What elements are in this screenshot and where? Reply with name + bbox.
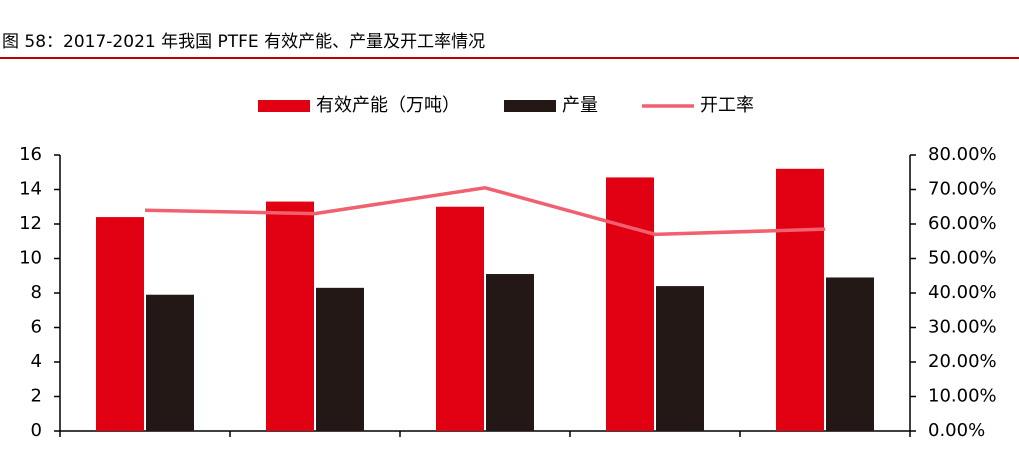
bar (316, 287, 364, 431)
title-rule (0, 57, 1019, 59)
bar (776, 168, 824, 432)
y-tick-label: 10 (19, 248, 42, 269)
y2-tick-label: 50.00% (928, 248, 997, 269)
bar (656, 286, 704, 431)
y-tick-label: 4 (31, 351, 42, 372)
y-tick-label: 8 (31, 282, 42, 303)
y2-tick-label: 70.00% (928, 179, 997, 200)
bar (266, 201, 314, 431)
legend-swatch (258, 100, 310, 112)
y-tick-label: 6 (31, 317, 42, 338)
y2-tick-label: 20.00% (928, 351, 997, 372)
y-tick-label: 2 (31, 386, 42, 407)
chart-title: 图 58：2017-2021 年我国 PTFE 有效产能、产量及开工率情况 (2, 32, 485, 52)
line (144, 185, 826, 237)
y2-tick-label: 10.00% (928, 386, 997, 407)
legend-label: 开工率 (700, 95, 754, 116)
legend-swatch (504, 100, 556, 112)
y-tick-label: 16 (19, 144, 42, 165)
bar (436, 206, 484, 431)
y2-tick-label: 40.00% (928, 282, 997, 303)
bar (826, 277, 874, 431)
y2-tick-label: 30.00% (928, 317, 997, 338)
bar (96, 217, 144, 431)
legend-label: 产量 (562, 95, 598, 116)
y2-tick-label: 80.00% (928, 144, 997, 165)
y-tick-label: 12 (19, 213, 42, 234)
bar (606, 177, 654, 431)
y-tick-label: 0 (31, 420, 42, 441)
y2-tick-label: 60.00% (928, 213, 997, 234)
y2-tick-label: 0.00% (928, 420, 985, 441)
legend-label: 有效产能（万吨） (316, 95, 460, 116)
y-tick-label: 14 (19, 179, 42, 200)
bar (146, 294, 194, 431)
bar (486, 274, 534, 431)
